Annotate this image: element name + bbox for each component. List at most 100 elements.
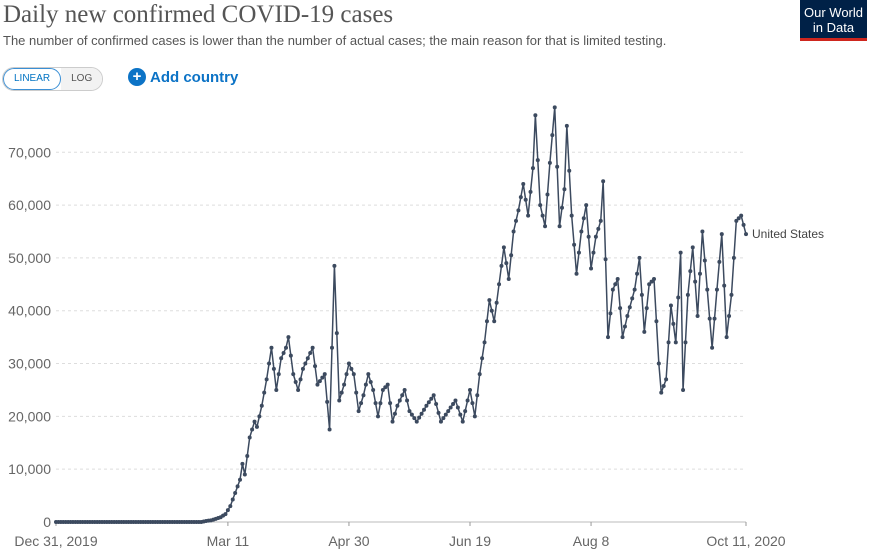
data-point[interactable] bbox=[613, 282, 618, 287]
data-point[interactable] bbox=[731, 255, 736, 260]
data-point[interactable] bbox=[405, 398, 410, 403]
data-point[interactable] bbox=[354, 390, 359, 395]
data-point[interactable] bbox=[281, 350, 286, 355]
data-point[interactable] bbox=[736, 216, 741, 221]
data-point[interactable] bbox=[274, 387, 279, 392]
data-point[interactable] bbox=[724, 335, 729, 340]
data-point[interactable] bbox=[608, 311, 613, 316]
data-point[interactable] bbox=[300, 366, 305, 371]
data-point[interactable] bbox=[535, 158, 540, 163]
data-point[interactable] bbox=[564, 123, 569, 128]
data-point[interactable] bbox=[339, 390, 344, 395]
data-point[interactable] bbox=[303, 361, 308, 366]
data-point[interactable] bbox=[514, 218, 518, 223]
data-point[interactable] bbox=[250, 427, 255, 432]
data-point[interactable] bbox=[465, 398, 470, 403]
data-point[interactable] bbox=[279, 356, 284, 361]
data-point[interactable] bbox=[366, 372, 371, 377]
data-point[interactable] bbox=[637, 255, 642, 260]
data-point[interactable] bbox=[489, 308, 494, 313]
data-point[interactable] bbox=[690, 245, 695, 250]
data-point[interactable] bbox=[267, 361, 272, 366]
data-point[interactable] bbox=[644, 306, 649, 311]
data-point[interactable] bbox=[453, 398, 458, 403]
data-point[interactable] bbox=[388, 401, 393, 406]
data-point[interactable] bbox=[431, 393, 436, 398]
data-point[interactable] bbox=[589, 266, 594, 271]
data-point[interactable] bbox=[618, 306, 623, 311]
data-point[interactable] bbox=[257, 414, 262, 419]
data-point[interactable] bbox=[371, 387, 376, 392]
data-point[interactable] bbox=[540, 213, 545, 218]
data-point[interactable] bbox=[661, 383, 666, 388]
data-point[interactable] bbox=[409, 412, 414, 417]
data-point[interactable] bbox=[325, 399, 330, 404]
data-point[interactable] bbox=[230, 497, 235, 502]
scale-toggle[interactable]: LINEAR LOG bbox=[2, 67, 104, 91]
data-point[interactable] bbox=[615, 277, 620, 282]
data-point[interactable] bbox=[511, 229, 516, 234]
data-point[interactable] bbox=[647, 282, 652, 287]
data-point[interactable] bbox=[395, 403, 400, 408]
data-point[interactable] bbox=[688, 269, 693, 274]
data-point[interactable] bbox=[673, 340, 678, 345]
data-point[interactable] bbox=[722, 283, 727, 288]
data-point[interactable] bbox=[361, 393, 366, 398]
data-point[interactable] bbox=[494, 300, 499, 305]
data-point[interactable] bbox=[264, 377, 269, 382]
data-point[interactable] bbox=[601, 179, 606, 184]
data-point[interactable] bbox=[480, 356, 485, 361]
data-point[interactable] bbox=[443, 412, 448, 417]
data-point[interactable] bbox=[516, 208, 521, 213]
data-point[interactable] bbox=[380, 387, 385, 392]
data-point[interactable] bbox=[576, 250, 581, 255]
data-point[interactable] bbox=[363, 382, 368, 387]
data-point[interactable] bbox=[284, 345, 288, 350]
data-point[interactable] bbox=[560, 205, 564, 210]
log-scale-button[interactable]: LOG bbox=[61, 68, 103, 90]
data-point[interactable] bbox=[710, 345, 715, 350]
data-point[interactable] bbox=[337, 398, 342, 403]
series-line[interactable] bbox=[56, 106, 747, 523]
data-point[interactable] bbox=[695, 314, 700, 318]
data-point[interactable] bbox=[741, 222, 746, 227]
data-point[interactable] bbox=[635, 271, 640, 276]
data-point[interactable] bbox=[739, 213, 744, 218]
data-point[interactable] bbox=[385, 382, 390, 387]
data-point[interactable] bbox=[509, 253, 514, 258]
data-point[interactable] bbox=[504, 261, 509, 266]
data-point[interactable] bbox=[276, 372, 281, 377]
data-point[interactable] bbox=[458, 412, 463, 417]
data-point[interactable] bbox=[252, 419, 257, 424]
data-point[interactable] bbox=[652, 277, 656, 282]
data-point[interactable] bbox=[719, 232, 724, 237]
data-point[interactable] bbox=[356, 409, 361, 414]
data-point[interactable] bbox=[683, 340, 688, 345]
data-point[interactable] bbox=[342, 382, 347, 387]
data-point[interactable] bbox=[271, 366, 276, 371]
data-point[interactable] bbox=[373, 401, 378, 406]
data-point[interactable] bbox=[584, 203, 589, 208]
data-point[interactable] bbox=[320, 375, 325, 380]
data-point[interactable] bbox=[530, 166, 535, 171]
data-point[interactable] bbox=[291, 372, 296, 377]
data-point[interactable] bbox=[412, 416, 417, 421]
data-point[interactable] bbox=[317, 379, 322, 384]
data-point[interactable] bbox=[468, 387, 472, 392]
data-point[interactable] bbox=[714, 287, 719, 292]
data-point[interactable] bbox=[685, 292, 690, 297]
data-point[interactable] bbox=[228, 504, 233, 509]
data-point[interactable] bbox=[308, 350, 313, 355]
data-point[interactable] bbox=[233, 490, 238, 495]
data-point[interactable] bbox=[501, 245, 506, 250]
data-point[interactable] bbox=[693, 279, 698, 284]
data-point[interactable] bbox=[671, 321, 676, 326]
data-point[interactable] bbox=[547, 160, 552, 165]
data-point[interactable] bbox=[305, 356, 310, 361]
data-point[interactable] bbox=[659, 390, 664, 395]
data-point[interactable] bbox=[400, 393, 405, 398]
data-point[interactable] bbox=[705, 287, 710, 292]
data-point[interactable] bbox=[596, 226, 601, 231]
data-point[interactable] bbox=[315, 382, 320, 387]
data-point[interactable] bbox=[242, 472, 247, 477]
